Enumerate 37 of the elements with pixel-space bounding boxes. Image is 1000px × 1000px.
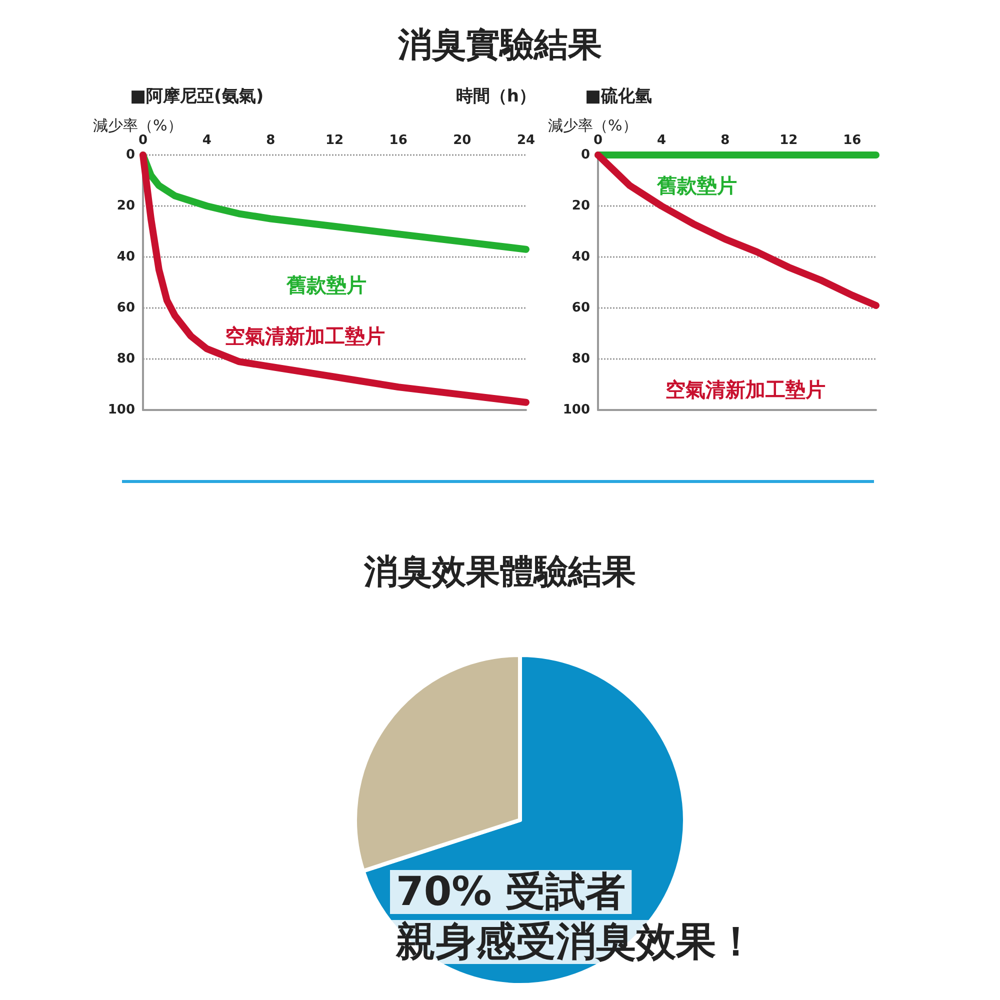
text: 空氣清新加工墊片 — [665, 377, 826, 402]
series-label: 空氣清新加工墊片 — [224, 324, 385, 348]
x-tick-label: 4 — [657, 133, 666, 148]
y-tick-label: 100 — [562, 402, 590, 418]
text: 舊款墊片 — [286, 272, 367, 297]
x-axis-title: 時間（h） — [456, 86, 536, 106]
x-tick-label: 8 — [266, 133, 276, 148]
y-tick-label: 100 — [108, 402, 135, 418]
x-tick-label: 12 — [780, 133, 798, 148]
chart-subtitle: ■阿摩尼亞(氨氣) — [130, 86, 264, 106]
y-tick-label: 80 — [572, 352, 590, 366]
x-tick-label: 12 — [325, 133, 344, 148]
y-tick-label: 60 — [116, 300, 135, 316]
chart-title: 消臭效果體驗結果 — [363, 552, 636, 592]
x-tick-label: 0 — [593, 133, 603, 148]
y-axis-title: 減少率（%） — [548, 116, 638, 134]
y-axis-title: 減少率（%） — [93, 116, 182, 134]
chart-title: ■硫化氫 — [585, 86, 652, 106]
x-tick-label: 16 — [843, 133, 862, 148]
chart-title: 消臭實驗結果 — [396, 24, 603, 67]
text: 70% 受試者 — [396, 869, 626, 915]
y-tick-label: 80 — [116, 352, 135, 366]
y-tick-label: 0 — [126, 148, 135, 162]
y-tick-label: 0 — [580, 148, 590, 162]
series-label: 舊款墊片 — [656, 173, 737, 198]
text: 親身感受消臭效果！ — [395, 919, 756, 965]
y-tick-label: 60 — [572, 300, 590, 316]
x-tick-label: 0 — [138, 133, 148, 148]
x-tick-label: 8 — [720, 133, 730, 148]
x-tick-label: 24 — [516, 133, 536, 148]
x-tick-label: 4 — [202, 133, 212, 148]
y-tick-label: 20 — [572, 198, 590, 214]
y-tick-label: 40 — [116, 250, 135, 264]
x-tick-label: 20 — [453, 133, 472, 148]
y-tick-label: 40 — [572, 250, 590, 264]
y-tick-label: 20 — [116, 198, 135, 214]
x-tick-label: 16 — [389, 133, 408, 148]
